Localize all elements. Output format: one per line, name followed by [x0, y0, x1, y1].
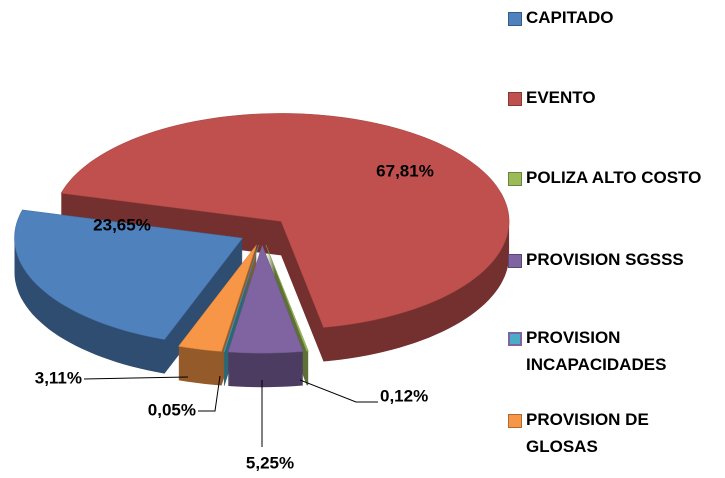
data-label: 23,65%	[93, 215, 151, 234]
slice	[227, 244, 304, 354]
legend-entry: EVENTO	[508, 88, 718, 111]
leader-line	[198, 375, 221, 412]
legend-entry: CAPITADO	[508, 8, 718, 31]
data-label: 0,12%	[380, 386, 428, 405]
legend-swatch	[508, 172, 522, 186]
legend-swatch	[508, 254, 522, 268]
legend-swatch	[508, 12, 522, 26]
legend-entry: POLIZA ALTO COSTO	[508, 168, 718, 191]
data-label: 5,25%	[246, 453, 294, 472]
slice	[60, 113, 510, 328]
slice	[223, 244, 259, 353]
legend-entry: PROVISION DE GLOSAS	[508, 410, 718, 460]
legend-label: PROVISION INCAPACIDADES	[526, 328, 667, 374]
legend-entry: PROVISION INCAPACIDADES	[508, 328, 718, 378]
leader-line	[299, 379, 378, 403]
slice	[265, 244, 309, 352]
leader-line	[83, 376, 189, 380]
legend-label: PROVISION SGSSS	[526, 250, 684, 269]
data-label: 0,05%	[148, 400, 196, 419]
legend-label: CAPITADO	[526, 8, 614, 27]
data-label: 3,11%	[35, 368, 82, 387]
legend-entry: PROVISION SGSSS	[508, 250, 718, 273]
legend-label: POLIZA ALTO COSTO	[526, 168, 702, 187]
legend-label: EVENTO	[526, 88, 596, 107]
legend-swatch	[508, 332, 522, 346]
legend-swatch	[508, 414, 522, 428]
slice	[14, 209, 243, 340]
legend-swatch	[508, 92, 522, 106]
slice	[178, 244, 257, 352]
data-label: 67,81%	[376, 161, 434, 180]
legend-label: PROVISION DE GLOSAS	[526, 410, 649, 456]
